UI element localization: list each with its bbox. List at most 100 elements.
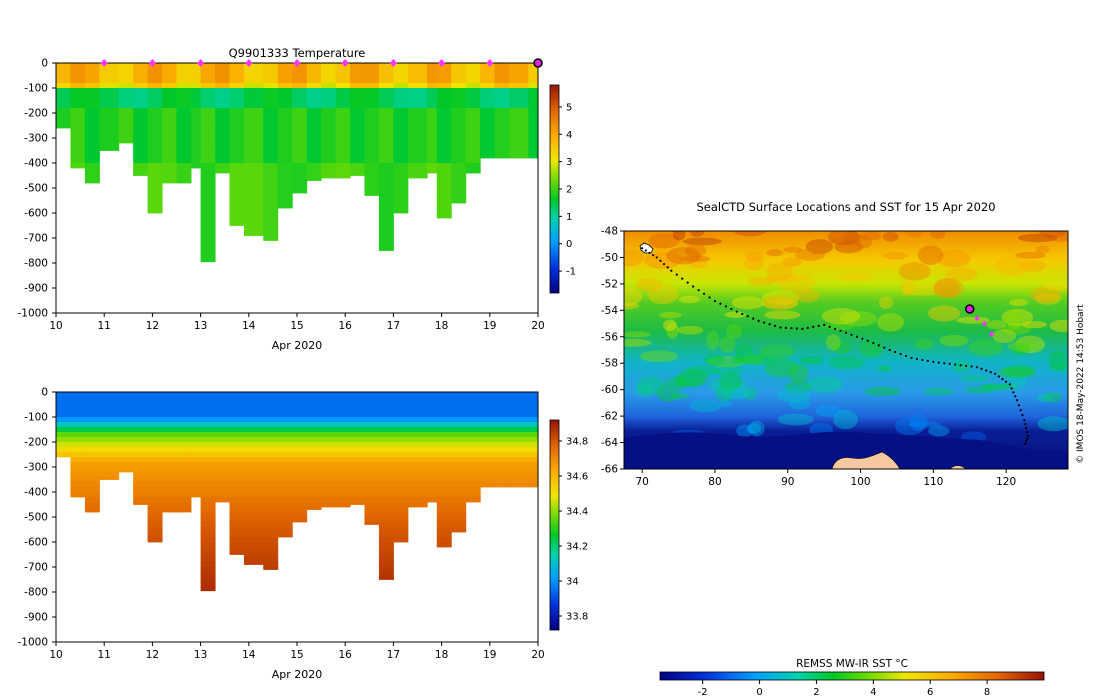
salinity-cell xyxy=(243,547,264,553)
salinity-cell xyxy=(147,392,163,398)
temperature-cell xyxy=(451,198,467,204)
salinity-cell xyxy=(277,432,293,438)
temperature-cell xyxy=(335,168,351,174)
temperature-cell xyxy=(84,148,100,154)
sst-patch xyxy=(1043,231,1068,242)
temperature-cell xyxy=(335,123,351,129)
temperature-cell xyxy=(436,63,452,69)
temperature-cell xyxy=(509,103,529,109)
temperature-cell xyxy=(277,63,293,69)
temperature-cell xyxy=(147,158,163,164)
temperature-cell xyxy=(528,123,538,129)
salinity-cell xyxy=(480,402,496,408)
temperature-cell xyxy=(436,83,452,89)
salinity-cell xyxy=(147,462,163,468)
sst-patch xyxy=(735,344,754,364)
salinity-cell xyxy=(451,427,467,433)
sst-patch xyxy=(784,381,811,394)
salinity-cell xyxy=(393,497,409,503)
salinity-cell xyxy=(133,502,149,505)
temperature-cell xyxy=(133,113,149,119)
salinity-cell xyxy=(56,412,71,418)
sst-patch xyxy=(761,290,800,306)
salinity-cell xyxy=(277,457,293,463)
temperature-cell xyxy=(393,83,409,89)
temperature-cell xyxy=(200,168,216,174)
salinity-cell xyxy=(436,497,452,503)
salinity-cell xyxy=(70,452,86,458)
salinity-cell xyxy=(350,487,365,493)
salinity-cell xyxy=(215,477,231,483)
salinity-cell xyxy=(215,457,231,463)
salinity-cell xyxy=(306,462,322,468)
temperature-cell xyxy=(465,108,481,114)
salinity-cell xyxy=(378,472,394,478)
temperature-cell xyxy=(200,103,216,109)
temperature-cell xyxy=(494,138,510,144)
temperature-cell xyxy=(243,183,264,189)
salinity-cell xyxy=(335,502,351,508)
salinity-cell xyxy=(147,482,163,488)
temperature-cell xyxy=(277,88,293,94)
temperature-cell xyxy=(378,98,394,104)
salinity-cell xyxy=(378,407,394,413)
temperature-cell xyxy=(200,193,216,199)
temperature-cell xyxy=(427,88,438,94)
salinity-cell xyxy=(528,422,538,428)
temperature-cell xyxy=(335,173,351,179)
temperature-cell xyxy=(528,138,538,144)
track-point xyxy=(994,372,997,375)
temperature-cell xyxy=(70,153,86,159)
sst-patch xyxy=(739,354,766,365)
y-tick-label: 0 xyxy=(41,387,48,399)
salinity-cell xyxy=(378,562,394,568)
track-point xyxy=(883,346,886,349)
salinity-cell xyxy=(480,452,496,458)
salinity-cell xyxy=(133,407,149,413)
sst-patch xyxy=(624,338,652,347)
temperature-cell xyxy=(350,138,365,144)
temperature-cell xyxy=(277,148,293,154)
salinity-cell xyxy=(364,512,380,518)
sst-colorbar xyxy=(660,672,1044,680)
sst-patch xyxy=(719,372,743,391)
map-y-tick-label: -60 xyxy=(601,384,618,396)
salinity-cell xyxy=(277,522,293,528)
salinity-cell xyxy=(147,507,163,513)
temperature-cell xyxy=(393,193,409,199)
salinity-cell xyxy=(190,477,202,483)
temperature-cell xyxy=(200,163,216,169)
salinity-cell xyxy=(335,392,351,398)
sst-patch xyxy=(649,249,683,268)
temperature-cell xyxy=(378,203,394,209)
temperature-cell xyxy=(176,158,192,164)
temperature-cell xyxy=(133,143,149,149)
temperature-section-panel: Q9901333 Temperature 10 11 12 13 14 15 16 17 18 1… xyxy=(17,46,576,352)
salinity-cell xyxy=(407,397,428,403)
salinity-cell xyxy=(378,532,394,538)
temperature-cell xyxy=(306,93,322,99)
temperature-cell xyxy=(436,203,452,209)
salinity-cell xyxy=(84,477,100,483)
temperature-cell xyxy=(277,123,293,129)
temperature-cell xyxy=(243,88,264,94)
temperature-cell xyxy=(528,98,538,104)
salinity-cell xyxy=(494,437,510,443)
sst-patch xyxy=(909,413,928,431)
sst-patch xyxy=(708,377,747,393)
salinity-cell xyxy=(321,462,337,468)
salinity-cell xyxy=(364,477,380,483)
temperature-cell xyxy=(436,93,452,99)
salinity-cell xyxy=(147,537,163,543)
temperature-cell xyxy=(70,103,86,109)
temperature-cell xyxy=(427,118,438,124)
salinity-cell xyxy=(200,537,216,543)
temperature-cell xyxy=(277,73,293,79)
salinity-cell xyxy=(393,397,409,403)
temperature-cell xyxy=(306,138,322,144)
temperature-cell xyxy=(378,83,394,89)
temperature-cell xyxy=(263,198,279,204)
salinity-cell xyxy=(215,452,231,458)
temperature-cell xyxy=(306,178,322,181)
temperature-cell xyxy=(335,153,351,159)
